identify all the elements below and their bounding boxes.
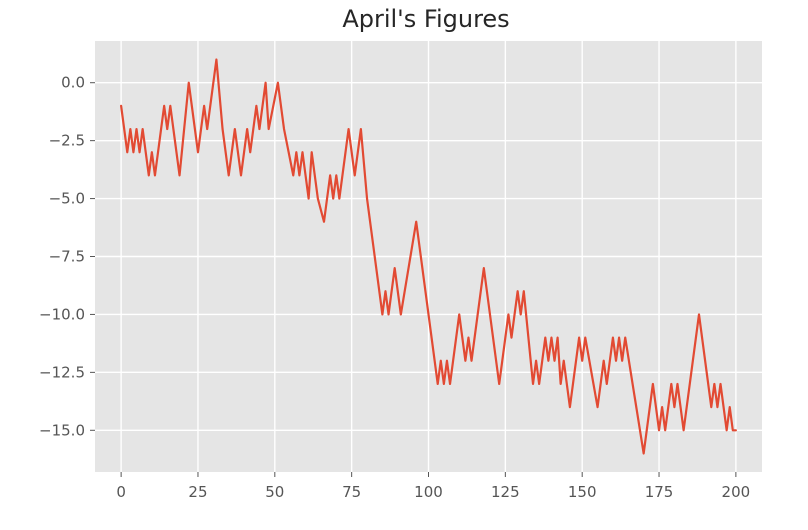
x-tick-label: 50 <box>265 483 284 501</box>
x-tick-label: 0 <box>116 483 126 501</box>
x-tick-label: 200 <box>722 483 751 501</box>
y-axis-tick-labels: 0.0 −2.5 −5.0 −7.5 −10.0 −12.5 −15.0 <box>39 74 85 440</box>
tick-marks <box>90 82 737 477</box>
y-tick-label: 0.0 <box>61 74 85 92</box>
x-tick-label: 25 <box>188 483 207 501</box>
x-tick-label: 75 <box>342 483 361 501</box>
x-tick-label: 150 <box>568 483 597 501</box>
y-tick-label: −7.5 <box>49 248 85 266</box>
x-tick-label: 175 <box>645 483 674 501</box>
x-tick-label: 100 <box>414 483 443 501</box>
series-layer <box>120 58 737 455</box>
x-axis-tick-labels: 0 25 50 75 100 125 150 175 200 <box>116 483 750 501</box>
chart-title: April's Figures <box>342 5 509 33</box>
y-tick-label: −10.0 <box>39 305 85 323</box>
x-tick-label: 125 <box>491 483 520 501</box>
y-tick-label: −5.0 <box>49 190 85 208</box>
series-line-0 <box>120 58 737 455</box>
y-tick-label: −2.5 <box>49 132 85 150</box>
y-tick-label: −15.0 <box>39 421 85 439</box>
y-tick-label: −12.5 <box>39 363 85 381</box>
